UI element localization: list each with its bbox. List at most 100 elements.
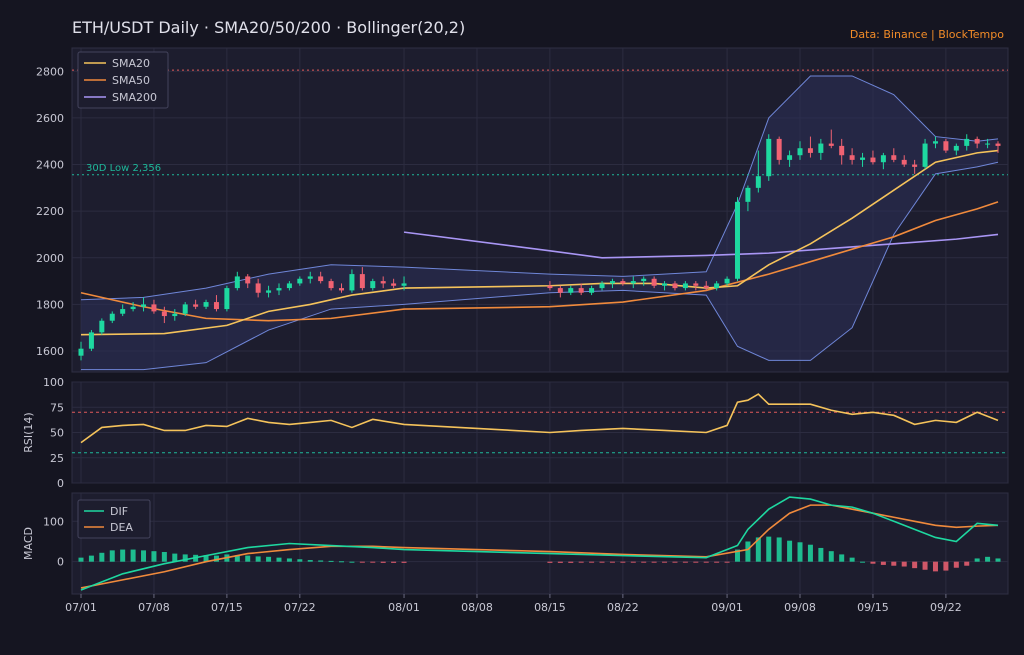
macd-hist-bar: [849, 557, 855, 562]
candle-body: [318, 276, 324, 282]
low-30d-label: 30D Low 2,356: [86, 163, 161, 174]
macd-hist-bar: [99, 552, 105, 562]
macd-hist-bar: [328, 560, 334, 562]
rsi-tick-label: 75: [50, 401, 64, 414]
candle-body: [245, 276, 251, 284]
macd-hist-bar: [912, 561, 918, 569]
macd-hist-bar: [693, 561, 699, 563]
x-tick-label: 08/22: [607, 601, 639, 614]
legend-label: SMA20: [112, 57, 150, 70]
candle-body: [891, 155, 897, 160]
candle-body: [172, 313, 178, 317]
legend-box: [77, 51, 169, 109]
macd-hist-bar: [234, 555, 240, 562]
x-tick-label: 09/08: [784, 601, 816, 614]
candle-body: [349, 274, 355, 291]
macd-hist-bar: [359, 561, 365, 563]
macd-hist-bar: [641, 561, 647, 563]
data-source-label: Data: Binance | BlockTempo: [849, 28, 1004, 41]
candle-body: [776, 138, 782, 160]
macd-hist-bar: [880, 561, 886, 565]
macd-hist-bar: [932, 561, 938, 572]
candle-body: [339, 288, 345, 291]
candle-body: [641, 278, 647, 282]
candle-body: [839, 145, 845, 156]
macd-hist-bar: [245, 555, 251, 562]
macd-hist-bar: [766, 536, 772, 562]
macd-hist-bar: [776, 537, 782, 562]
x-tick-label: 08/15: [534, 601, 566, 614]
macd-hist-bar: [891, 561, 897, 566]
macd-legend-box: [77, 499, 151, 539]
macd-hist-bar: [589, 561, 595, 563]
candle-body: [255, 283, 261, 293]
macd-hist-bar: [203, 555, 209, 562]
candle-body: [995, 143, 1001, 146]
macd-hist-bar: [703, 561, 709, 563]
candle-body: [828, 143, 834, 146]
x-tick-label: 09/15: [857, 601, 889, 614]
macd-legend-label: DEA: [110, 521, 133, 534]
candle-body: [370, 281, 376, 289]
candle-body: [266, 290, 272, 293]
macd-hist-bar: [651, 561, 657, 563]
rsi-tick-label: 100: [43, 376, 64, 389]
chart-title: ETH/USDT Daily · SMA20/50/200 · Bollinge…: [72, 18, 466, 37]
candle-body: [766, 138, 772, 177]
macd-hist-bar: [266, 556, 272, 562]
x-tick-label: 07/22: [284, 601, 316, 614]
candle-body: [797, 148, 803, 156]
macd-hist-bar: [172, 553, 178, 562]
x-tick-label: 07/15: [211, 601, 243, 614]
candle-body: [401, 283, 407, 286]
macd-hist-bar: [109, 550, 115, 562]
rsi-tick-label: 25: [50, 452, 64, 465]
candle-body: [870, 157, 876, 163]
macd-hist-bar: [734, 549, 740, 562]
sma200-line: [403, 231, 999, 259]
macd-hist-bar: [255, 556, 261, 562]
candle-body: [755, 176, 761, 188]
macd-hist-bar: [141, 550, 147, 562]
macd-hist-bar: [557, 561, 563, 563]
panel-macd: [71, 492, 1009, 595]
candle-body: [609, 281, 615, 284]
macd-hist-bar: [682, 561, 688, 563]
candle-body: [651, 278, 657, 286]
y-tick-label: 2800: [36, 65, 64, 78]
candle-body: [745, 187, 751, 202]
candle-body: [787, 155, 793, 160]
macd-hist-bar: [630, 561, 636, 563]
macd-hist-bar: [286, 558, 292, 562]
dea-line: [80, 504, 999, 589]
macd-hist-bar: [724, 561, 730, 563]
macd-hist-bar: [182, 554, 188, 562]
macd-hist-bar: [953, 561, 959, 568]
bollinger-lower: [81, 161, 999, 371]
candle-body: [985, 143, 991, 145]
candle-body: [286, 283, 292, 289]
macd-hist-bar: [213, 555, 219, 562]
macd-hist-bar: [807, 544, 813, 562]
candle-body: [307, 276, 313, 279]
y-tick-label: 2400: [36, 159, 64, 172]
legend-label: SMA50: [112, 74, 150, 87]
macd-hist-bar: [787, 540, 793, 562]
x-tick-label: 07/08: [138, 601, 170, 614]
macd-hist-bar: [120, 549, 126, 562]
macd-hist-bar: [964, 561, 970, 566]
candle-body: [141, 304, 147, 307]
candle-body: [932, 141, 938, 144]
macd-hist-bar: [745, 541, 751, 562]
candle-body: [860, 157, 866, 160]
candle-body: [714, 283, 720, 289]
y-tick-label: 1600: [36, 345, 64, 358]
candle-body: [99, 320, 105, 333]
macd-axis-label: MACD: [22, 527, 35, 560]
macd-hist-bar: [714, 561, 720, 563]
macd-hist-bar: [985, 556, 991, 562]
candle-body: [849, 155, 855, 160]
candle-body: [922, 143, 928, 167]
